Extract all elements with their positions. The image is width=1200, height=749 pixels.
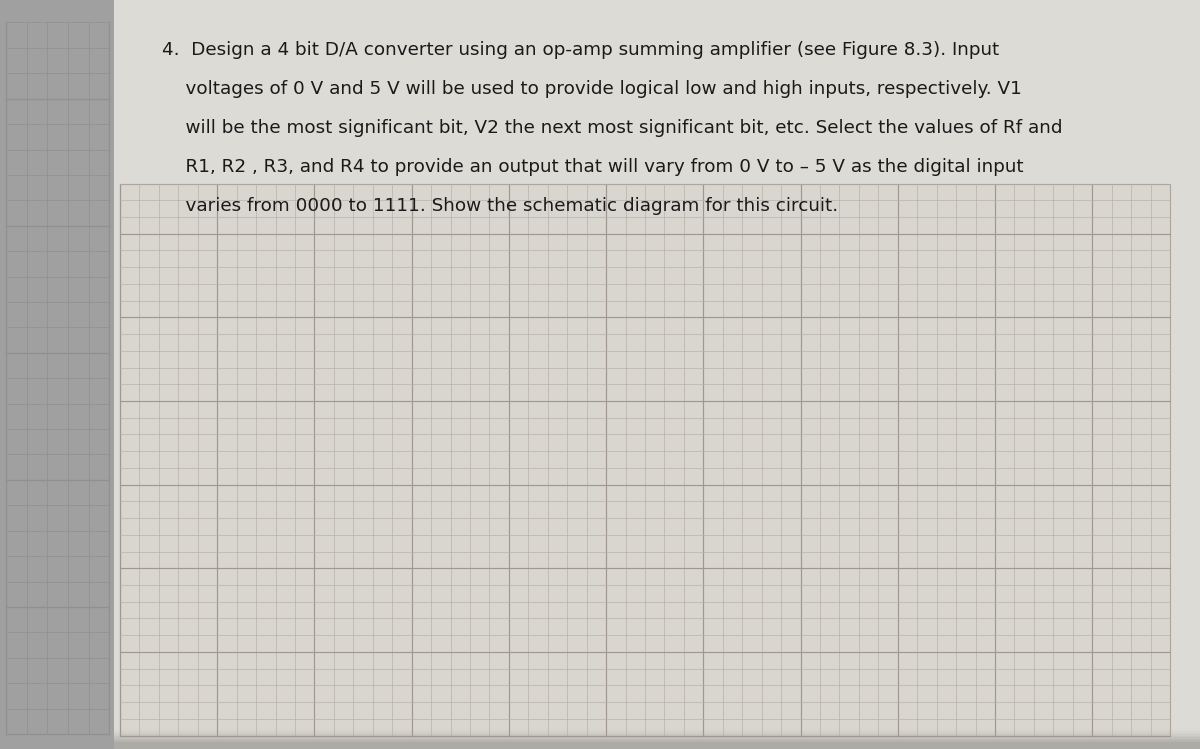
Bar: [200, 0, 204, 749]
Bar: [136, 0, 139, 749]
Bar: [186, 0, 190, 749]
Bar: [114, 737, 1200, 749]
Bar: [120, 184, 1170, 736]
Bar: [154, 0, 157, 749]
Bar: [143, 0, 146, 749]
Bar: [193, 0, 197, 749]
Bar: [132, 0, 136, 749]
Bar: [114, 740, 1200, 749]
Bar: [114, 731, 1200, 749]
Bar: [168, 0, 172, 749]
Bar: [175, 0, 179, 749]
Bar: [114, 0, 118, 749]
Text: varies from 0000 to 1111. Show the schematic diagram for this circuit.: varies from 0000 to 1111. Show the schem…: [162, 197, 838, 215]
Bar: [114, 728, 1200, 749]
Bar: [0, 0, 114, 749]
Bar: [182, 0, 186, 749]
Bar: [157, 0, 161, 749]
Bar: [125, 0, 128, 749]
Bar: [114, 736, 1200, 749]
Bar: [139, 0, 143, 749]
Bar: [114, 739, 1200, 749]
Bar: [179, 0, 182, 749]
Bar: [197, 0, 200, 749]
Bar: [114, 742, 1200, 749]
Bar: [114, 730, 1200, 749]
Bar: [114, 734, 1200, 749]
Text: voltages of 0 V and 5 V will be used to provide logical low and high inputs, res: voltages of 0 V and 5 V will be used to …: [162, 80, 1022, 98]
Bar: [164, 0, 168, 749]
Text: 4.  Design a 4 bit D/A converter using an op-amp summing amplifier (see Figure 8: 4. Design a 4 bit D/A converter using an…: [162, 41, 1000, 59]
Bar: [190, 0, 193, 749]
Bar: [128, 0, 132, 749]
Bar: [150, 0, 154, 749]
Bar: [121, 0, 125, 749]
Bar: [172, 0, 175, 749]
Text: will be the most significant bit, V2 the next most significant bit, etc. Select : will be the most significant bit, V2 the…: [162, 119, 1062, 137]
Bar: [161, 0, 164, 749]
Text: R1, R2 , R3, and R4 to provide an output that will vary from 0 V to – 5 V as the: R1, R2 , R3, and R4 to provide an output…: [162, 158, 1024, 176]
Bar: [146, 0, 150, 749]
Bar: [118, 0, 121, 749]
Bar: [114, 733, 1200, 749]
